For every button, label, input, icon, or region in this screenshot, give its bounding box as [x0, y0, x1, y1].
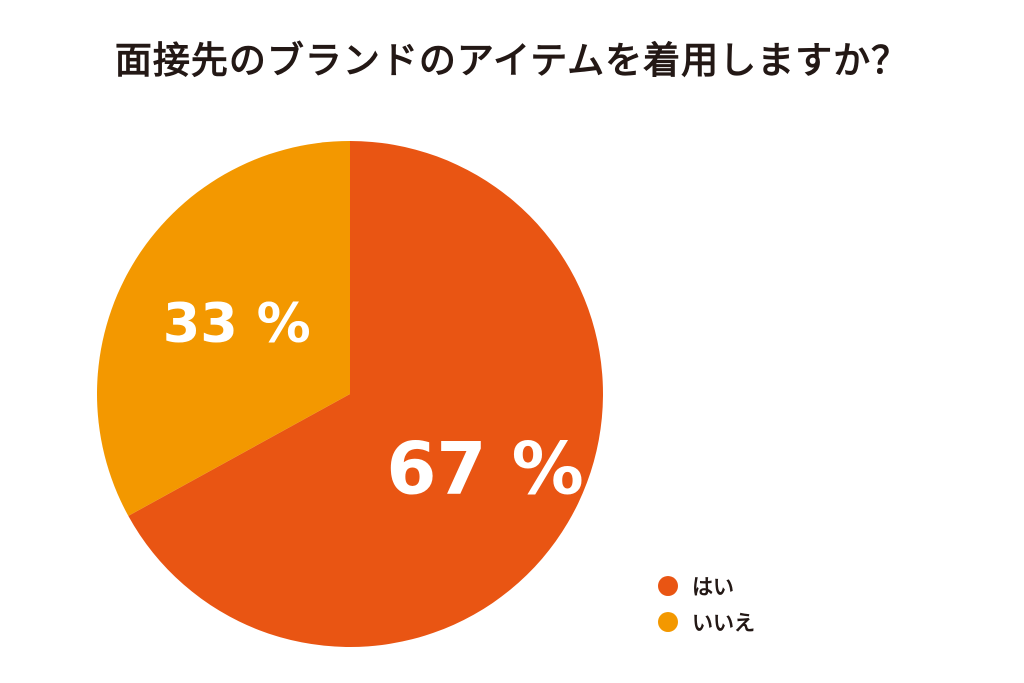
pie-slice-yes [128, 141, 603, 647]
legend-item-yes: はい [658, 568, 755, 604]
legend-label-no: いいえ [692, 611, 755, 635]
legend: はい いいえ [658, 568, 755, 640]
legend-label-yes: はい [692, 575, 734, 599]
legend-item-no: いいえ [658, 604, 755, 640]
chart-title: 面接先のブランドのアイテムを着用しますか？ [114, 39, 910, 82]
legend-swatch-no [658, 612, 678, 632]
slice-label-yes: 67 % [386, 426, 583, 510]
pie-slice-no [96, 141, 350, 516]
legend-swatch-yes [658, 576, 678, 596]
slice-label-no: 33 % [163, 292, 311, 355]
